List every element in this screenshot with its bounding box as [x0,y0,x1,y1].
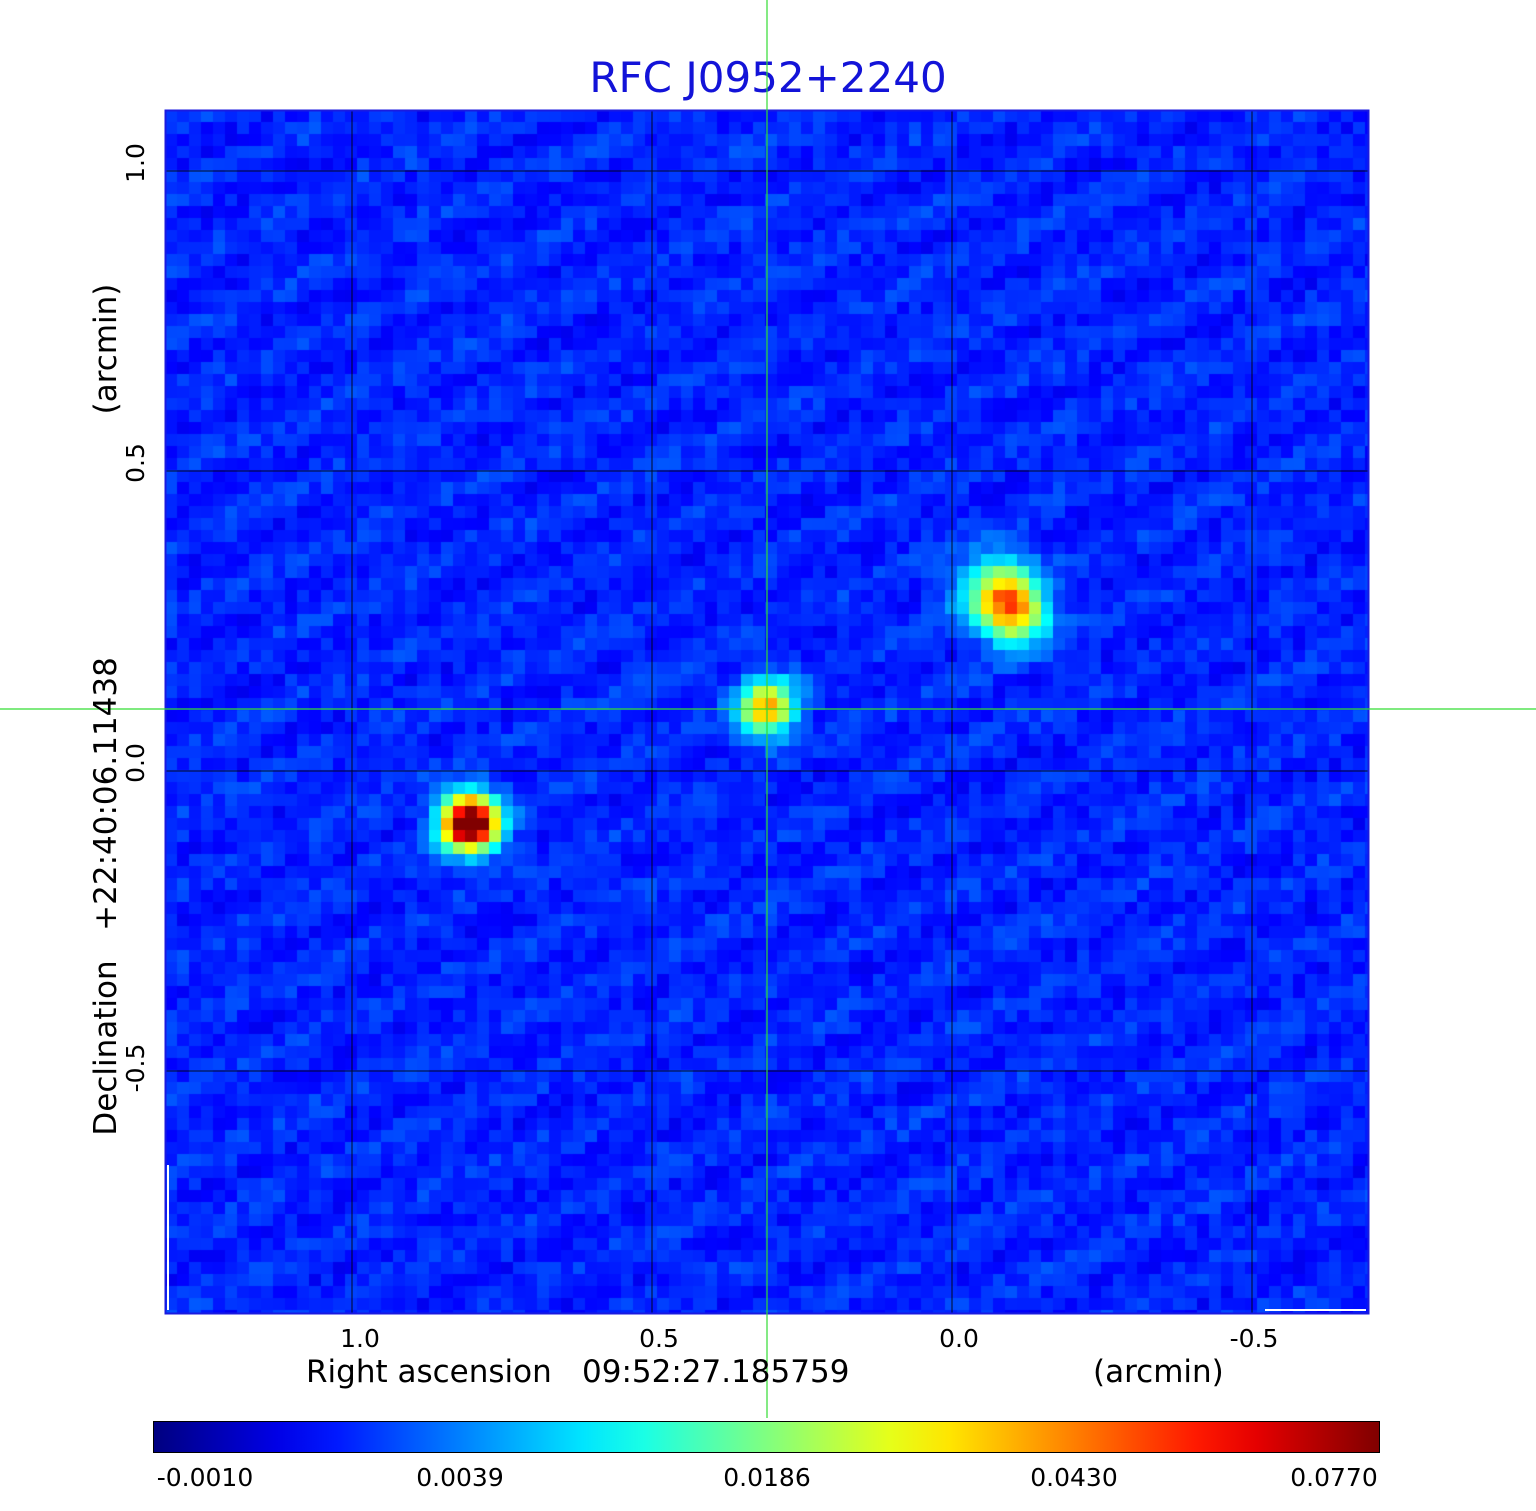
x-axis-unit: (arcmin) [1093,1354,1224,1390]
y-tick-label: 0.0 [121,743,150,783]
y-axis-label: Declination [88,960,124,1136]
image-title: RFC J0952+2240 [589,53,947,102]
x-tick-label: -0.5 [1229,1324,1279,1353]
colorbar-label: 0.0186 [723,1463,811,1492]
x-tick-label: 0.0 [939,1324,979,1353]
crosshair[interactable] [0,0,1536,1418]
y-axis-unit: (arcmin) [88,283,124,415]
y-tick-label: 1.0 [121,143,150,183]
colorbar-label: 0.0039 [416,1463,504,1492]
y-axis-center-coordinate: +22:40:06.11438 [88,657,124,931]
x-axis-label: Right ascension [306,1354,552,1390]
x-tick-label: 0.5 [639,1324,679,1353]
y-tick-label: 0.5 [121,443,150,483]
x-tick-label: 1.0 [340,1324,380,1353]
colorbar-label: -0.0010 [156,1463,254,1492]
colorbar-label: 0.0770 [1290,1463,1378,1492]
colorbar-label: 0.0430 [1030,1463,1118,1492]
x-axis-center-coordinate: 09:52:27.185759 [582,1354,850,1390]
colorbar[interactable] [153,1421,1380,1453]
y-tick-label: -0.5 [121,1043,150,1093]
